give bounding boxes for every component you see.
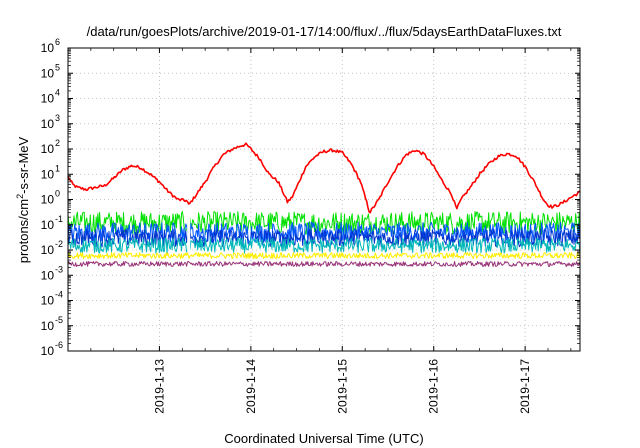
x-tick-label: 2019-1-14 bbox=[244, 359, 258, 414]
y-tick-exponent: 4 bbox=[55, 88, 60, 98]
series-line-0 bbox=[67, 142, 581, 214]
y-tick-label: 10 bbox=[41, 142, 55, 156]
grid bbox=[68, 47, 580, 352]
y-tick-label: 10 bbox=[41, 66, 55, 80]
y-tick-exponent: 1 bbox=[55, 163, 60, 173]
y-label-part: protons/cm bbox=[16, 199, 31, 263]
y-label-sup: 2 bbox=[15, 194, 25, 199]
x-axis-label: Coordinated Universal Time (UTC) bbox=[224, 431, 423, 446]
y-tick-label: 10 bbox=[41, 294, 55, 308]
y-tick-exponent: 6 bbox=[55, 37, 60, 47]
x-axis: 2019-1-13 2019-1-14 2019-1-15 2019-1-16 2019… bbox=[90, 48, 572, 414]
y-tick-label: 10 bbox=[41, 41, 55, 55]
x-tick-label: 2019-1-16 bbox=[427, 359, 441, 414]
y-tick-label: 10 bbox=[41, 218, 55, 232]
y-tick-exponent: -4 bbox=[55, 290, 63, 300]
y-tick-label: 10 bbox=[41, 268, 55, 282]
x-tick-label: 2019-1-13 bbox=[152, 359, 166, 414]
y-tick-label: 10 bbox=[41, 92, 55, 106]
y-tick-label: 10 bbox=[41, 193, 55, 207]
y-tick-label: 10 bbox=[41, 243, 55, 257]
y-tick-exponent: -1 bbox=[55, 214, 63, 224]
series-layer bbox=[67, 142, 581, 267]
y-tick-label: 10 bbox=[41, 319, 55, 333]
y-tick-exponent: -3 bbox=[55, 264, 63, 274]
x-tick-label: 2019-1-17 bbox=[518, 359, 532, 414]
y-tick-exponent: -6 bbox=[55, 340, 63, 350]
series-line-6 bbox=[67, 260, 581, 267]
series-line-4 bbox=[67, 237, 581, 254]
y-tick-label: 10 bbox=[41, 344, 55, 358]
y-tick-exponent: 2 bbox=[55, 138, 60, 148]
y-tick-exponent: 5 bbox=[55, 62, 60, 72]
y-axis: 10 -610 -510 -410 -310 -210 -110 010 110 210 310 41… bbox=[41, 37, 580, 358]
series-line-5 bbox=[67, 252, 581, 260]
y-tick-exponent: 3 bbox=[55, 113, 60, 123]
y-tick-exponent: 0 bbox=[55, 189, 60, 199]
y-tick-label: 10 bbox=[41, 167, 55, 181]
x-tick-label: 2019-1-15 bbox=[335, 359, 349, 414]
y-tick-label: 10 bbox=[41, 117, 55, 131]
y-axis-label: protons/cm2-s-sr-MeV bbox=[15, 136, 31, 263]
data-gap bbox=[187, 212, 191, 253]
chart-title: /data/run/goesPlots/archive/2019-01-17/1… bbox=[87, 24, 562, 39]
y-tick-exponent: -2 bbox=[55, 239, 63, 249]
y-label-part: -s-sr-MeV bbox=[16, 136, 31, 193]
y-tick-exponent: -5 bbox=[55, 315, 63, 325]
